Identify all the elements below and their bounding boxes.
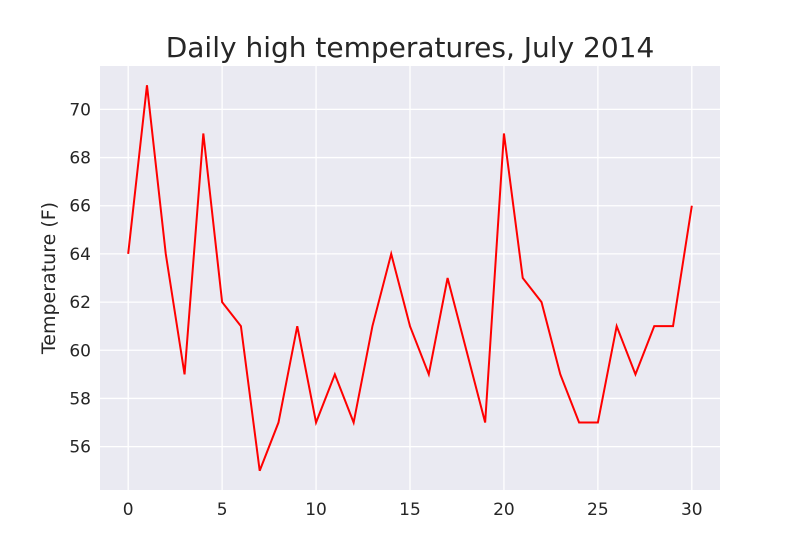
- y-tick-label: 66: [69, 197, 91, 217]
- x-tick-label: 30: [681, 500, 703, 520]
- y-tick-label: 68: [69, 149, 91, 169]
- x-tick-label: 15: [399, 500, 421, 520]
- y-tick-label: 70: [69, 100, 91, 120]
- y-axis-label: Temperature (F): [38, 202, 60, 355]
- y-tick-label: 62: [69, 293, 91, 313]
- y-tick-label: 60: [69, 341, 91, 361]
- y-tick-label: 56: [69, 438, 91, 458]
- y-tick-label: 58: [69, 389, 91, 409]
- x-tick-label: 0: [123, 500, 134, 520]
- x-tick-label: 10: [305, 500, 327, 520]
- x-tick-label: 20: [493, 500, 515, 520]
- chart-title: Daily high temperatures, July 2014: [166, 31, 655, 64]
- series-lines: [127, 85, 693, 472]
- x-tick-label: 25: [587, 500, 609, 520]
- y-tick-label: 64: [69, 245, 91, 265]
- series-line: [127, 85, 693, 472]
- tick-labels: 0 5 10 15 20 25 30 56 58 60 62 64 66 68 70: [69, 100, 702, 520]
- x-tick-label: 5: [217, 500, 228, 520]
